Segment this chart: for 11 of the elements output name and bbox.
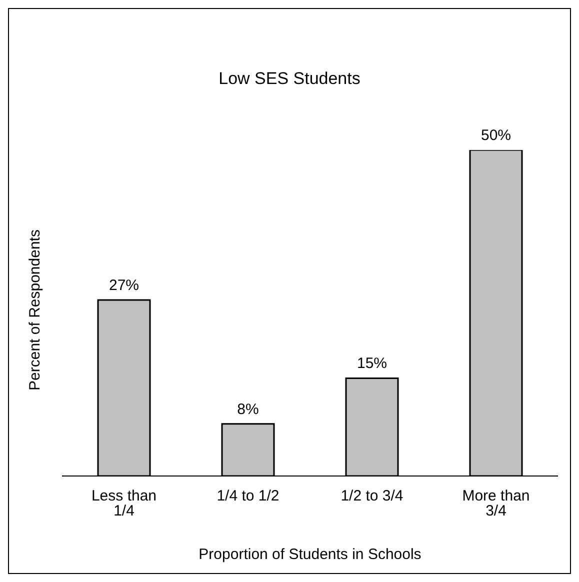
x-axis-title: Proportion of Students in Schools [198, 546, 422, 563]
chart-title: Low SES Students [218, 69, 362, 89]
x-tick-label: 1/2 to 3/4 [340, 488, 404, 505]
data-label: 27% [108, 276, 140, 294]
x-tick-label: Less than 1/4 [91, 488, 157, 520]
data-label: 8% [237, 400, 259, 418]
data-label: 15% [356, 355, 388, 372]
x-tick-label: 1/4 to 1/2 [216, 488, 280, 505]
x-tick-label: More than 3/4 [462, 488, 530, 520]
data-label: 50% [480, 127, 512, 144]
y-axis-title: Percent of Respondents [26, 230, 44, 390]
